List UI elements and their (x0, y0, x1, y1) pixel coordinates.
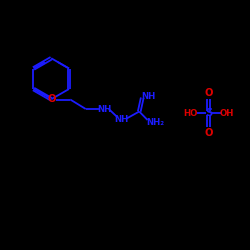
Text: NH: NH (97, 104, 111, 114)
Text: NH: NH (142, 92, 156, 101)
Text: S: S (205, 108, 212, 118)
Text: HO: HO (184, 108, 198, 118)
Text: NH₂: NH₂ (147, 118, 165, 126)
Text: NH: NH (114, 114, 129, 124)
Text: OH: OH (220, 108, 234, 118)
Text: O: O (48, 94, 56, 104)
Text: O: O (204, 128, 213, 138)
Text: O: O (204, 88, 213, 99)
